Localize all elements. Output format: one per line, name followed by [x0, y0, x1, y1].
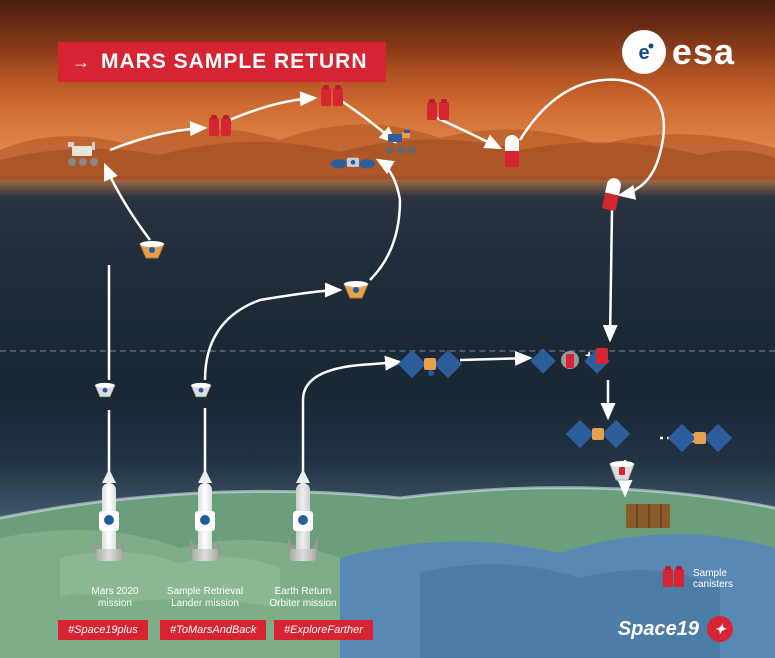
mars-ascent-vehicle-flight [602, 177, 622, 211]
esa-text: esa [672, 31, 735, 73]
orbiter-return-2 [670, 422, 730, 452]
esa-circle-icon: e [622, 30, 666, 74]
orbiter-return-1 [568, 418, 628, 448]
footer-logo: Space19 ✦ [618, 616, 733, 642]
rover-mars2020 [62, 140, 104, 168]
hashtag-1: #Space19plus [58, 620, 148, 640]
svg-text:e: e [638, 42, 649, 64]
entry-capsule-1 [136, 240, 168, 262]
label-mars2020: Mars 2020 mission [70, 586, 160, 610]
entry-capsule-2 [340, 280, 372, 302]
sample-container-orbit [596, 348, 608, 364]
hashtag-2: #ToMarsAndBack [160, 620, 266, 640]
rocket-mars2020 [102, 483, 116, 553]
label-orbiter-mission: Earth Return Orbiter mission [258, 586, 348, 610]
earth-entry-capsule [608, 460, 636, 484]
orbit-boundary-line [0, 350, 775, 352]
rocket-lander [198, 483, 212, 553]
stage-capsule-1 [92, 382, 118, 400]
legend-sample-canisters: Sample canisters [663, 568, 733, 590]
title-text: MARS SAMPLE RETURN [101, 50, 368, 74]
lander-platform [330, 150, 376, 176]
landing-pad [626, 504, 670, 528]
esa-logo: e esa [622, 30, 735, 74]
label-lander-mission: Sample Retrieval Lander mission [160, 586, 250, 610]
legend-label: Sample canisters [693, 568, 733, 590]
title-banner: → MARS SAMPLE RETURN [58, 42, 386, 82]
orbiter-transit [400, 348, 460, 378]
rocket-orbiter [296, 483, 310, 553]
arrow-icon: → [72, 52, 91, 73]
mars-ascent-vehicle-ground [505, 135, 519, 167]
canister-cache-1 [208, 118, 232, 141]
infographic-canvas: + → MARS SAMPLE RETURN e esa Mars 2020 m… [0, 0, 775, 658]
canister-cache-2 [320, 88, 344, 111]
footer-logo-text: Space19 [618, 618, 699, 641]
hashtag-3: #ExploreFarther [274, 620, 373, 640]
rover-fetch [380, 130, 422, 158]
stage-capsule-2 [188, 382, 214, 400]
compass-icon: ✦ [707, 616, 733, 642]
canister-cache-3 [426, 102, 450, 125]
